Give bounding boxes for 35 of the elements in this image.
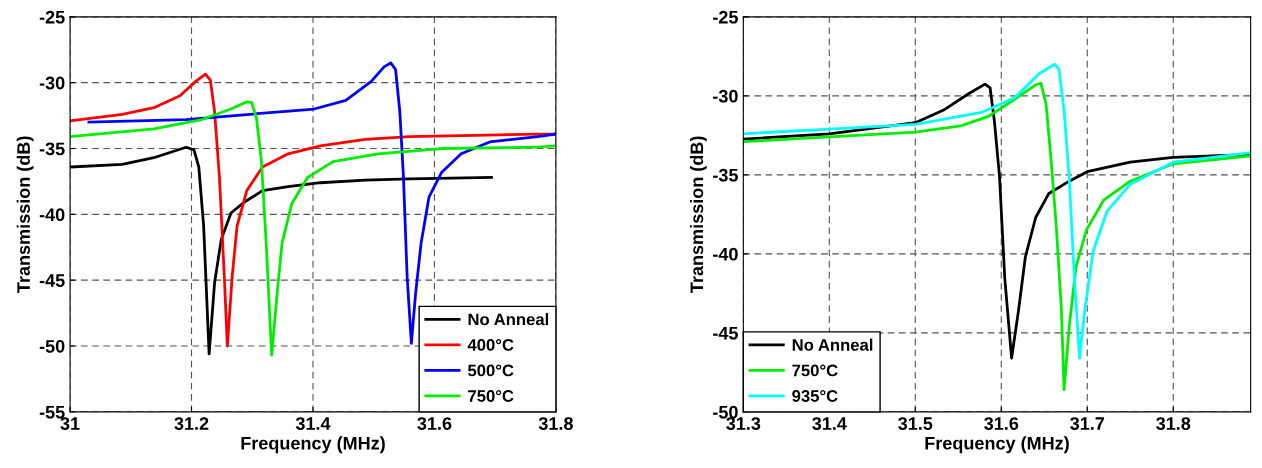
- x-tick-label: 31.2: [174, 417, 209, 430]
- y-tick-label: -30: [713, 89, 738, 103]
- x-tick-label: 31.4: [812, 417, 847, 430]
- x-tick-label: 31.6: [417, 417, 452, 430]
- y-tick-label: -35: [713, 168, 738, 182]
- y-tick-label: -50: [39, 339, 65, 353]
- y-tick-label: -45: [39, 274, 65, 287]
- x-tick-label: 31.3: [726, 417, 761, 430]
- legend-label: 400°C: [467, 339, 514, 351]
- y-tick-label: -40: [39, 208, 65, 222]
- y-tick-label: -55: [39, 405, 65, 419]
- y-tick-label: -25: [39, 10, 65, 24]
- x-tick-label: 31: [60, 417, 80, 430]
- x-tick-label: 31.8: [1156, 417, 1191, 430]
- x-axis-title: Frequency (MHz): [241, 436, 385, 454]
- y-tick-label: -45: [713, 326, 738, 340]
- legend-label: 750°C: [468, 390, 514, 402]
- y-tick-label: -25: [713, 10, 738, 24]
- legend-label: 750°C: [792, 364, 838, 377]
- legend-label: 935°C: [792, 390, 838, 402]
- legend-label: 500°C: [467, 364, 514, 377]
- y-tick-label: -40: [713, 247, 738, 261]
- x-tick-label: 31.5: [898, 417, 933, 430]
- y-axis-title: Transmission (dB): [689, 136, 707, 293]
- legend-label: No Anneal: [792, 338, 873, 351]
- y-axis-title: Transmission (dB): [16, 136, 34, 293]
- y-tick-label: -30: [39, 76, 65, 90]
- y-tick-label: -35: [39, 142, 65, 156]
- x-axis-title: Frequency (MHz): [925, 436, 1069, 454]
- x-tick-label: 31.6: [984, 417, 1019, 430]
- x-tick-label: 31.4: [295, 417, 331, 430]
- x-tick-label: 31.7: [1070, 417, 1105, 430]
- y-tick-label: -50: [713, 405, 738, 419]
- x-tick-label: 31.8: [538, 417, 573, 430]
- legend-label: No Anneal: [468, 313, 549, 326]
